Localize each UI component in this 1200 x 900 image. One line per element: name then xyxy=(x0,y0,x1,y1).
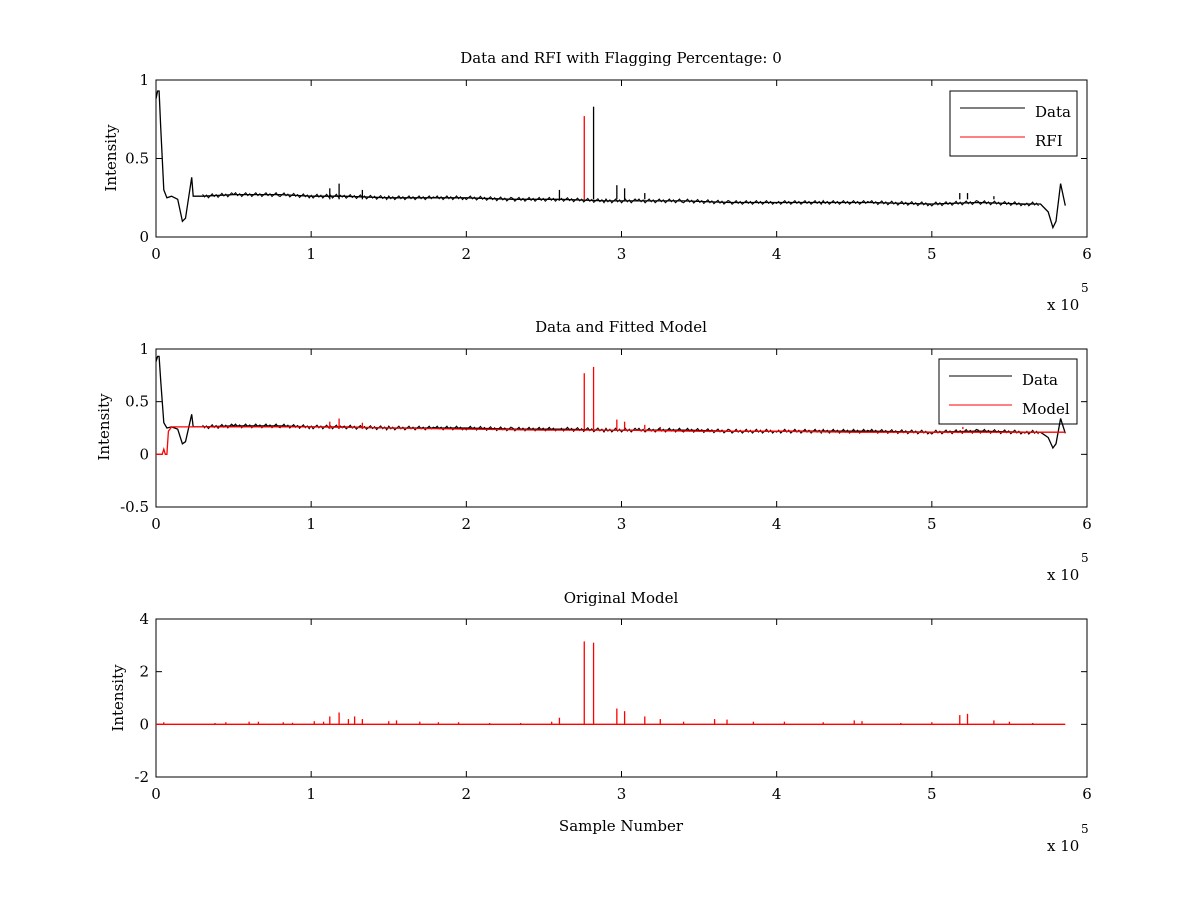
y-tick-label: -0.5 xyxy=(120,498,149,516)
x-tick-label: 5 xyxy=(927,245,937,263)
x-tick-label: 4 xyxy=(772,785,782,803)
x-tick-label: 2 xyxy=(462,245,472,263)
x-tick-label: 4 xyxy=(772,245,782,263)
panel-title: Data and RFI with Flagging Percentage: 0 xyxy=(460,49,782,67)
y-tick-label: 0 xyxy=(139,715,149,733)
x-exponent: 5 xyxy=(1081,281,1089,295)
x-tick-label: 6 xyxy=(1082,515,1092,533)
legend-label-data: Data xyxy=(1035,103,1071,121)
x-tick-label: 6 xyxy=(1082,785,1092,803)
x-tick-label: 6 xyxy=(1082,245,1092,263)
x-exponent: 5 xyxy=(1081,822,1089,836)
x-tick-label: 2 xyxy=(462,785,472,803)
y-tick-label: 1 xyxy=(139,71,149,89)
x-tick-label: 0 xyxy=(151,245,161,263)
panel-fitted-model: Data and Fitted Model Intensity x 10 5 D… xyxy=(95,318,1092,584)
x-tick-label: 4 xyxy=(772,515,782,533)
legend: Data Model xyxy=(938,358,1078,425)
y-axis-label: Intensity xyxy=(102,124,120,192)
x-tick-label: 3 xyxy=(617,515,627,533)
y-tick-label: 4 xyxy=(139,610,149,628)
y-tick-label: 2 xyxy=(139,663,149,681)
x-tick-label: 0 xyxy=(151,515,161,533)
legend-label-data: Data xyxy=(1022,371,1058,389)
legend-box xyxy=(938,358,1078,425)
y-tick-label: 1 xyxy=(139,340,149,358)
panel-rfi: Data and RFI with Flagging Percentage: 0… xyxy=(102,49,1092,314)
x-tick-label: 5 xyxy=(927,785,937,803)
legend-box xyxy=(949,90,1078,157)
x-multiplier: x 10 xyxy=(1047,837,1079,855)
series-line-model xyxy=(156,426,1066,455)
panel-title: Data and Fitted Model xyxy=(535,318,707,336)
legend-label-rfi: RFI xyxy=(1035,132,1063,150)
y-tick-label: 0.5 xyxy=(125,150,149,168)
x-tick-label: 1 xyxy=(306,515,316,533)
x-tick-label: 3 xyxy=(617,245,627,263)
x-multiplier: x 10 xyxy=(1047,566,1079,584)
x-multiplier: x 10 xyxy=(1047,296,1079,314)
legend: Data RFI xyxy=(949,90,1078,157)
y-axis-label: Intensity xyxy=(109,664,127,732)
y-tick-label: 0 xyxy=(139,228,149,246)
x-tick-label: 5 xyxy=(927,515,937,533)
y-axis-label: Intensity xyxy=(95,393,113,461)
y-tick-label: 0.5 xyxy=(125,393,149,411)
x-axis-label: Sample Number xyxy=(559,817,684,835)
x-tick-label: 0 xyxy=(151,785,161,803)
x-tick-label: 1 xyxy=(306,785,316,803)
panel-original-model: Original Model Intensity Sample Number x… xyxy=(109,589,1092,855)
x-tick-label: 1 xyxy=(306,245,316,263)
x-tick-label: 2 xyxy=(462,515,472,533)
x-tick-label: 3 xyxy=(617,785,627,803)
panel-title: Original Model xyxy=(564,589,679,607)
x-exponent: 5 xyxy=(1081,551,1089,565)
legend-label-model: Model xyxy=(1022,400,1070,418)
y-tick-label: 0 xyxy=(139,445,149,463)
y-tick-label: -2 xyxy=(134,768,149,786)
